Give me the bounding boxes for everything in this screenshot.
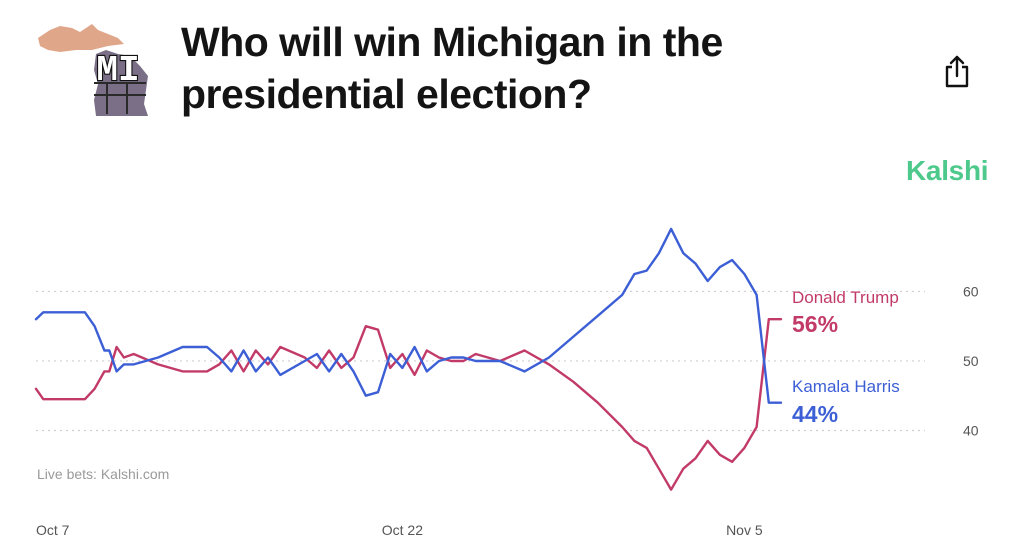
y-tick-label: 40 xyxy=(963,422,979,438)
share-button[interactable] xyxy=(941,54,973,90)
harris-line xyxy=(34,227,783,404)
x-tick-label: Oct 22 xyxy=(382,522,423,538)
y-tick-label: 60 xyxy=(963,283,979,299)
state-abbrev-text: MI xyxy=(96,50,139,91)
source-note: Live bets: Kalshi.com xyxy=(37,466,170,482)
x-tick-label: Nov 5 xyxy=(726,522,763,538)
y-tick-label: 50 xyxy=(963,353,979,369)
share-icon xyxy=(945,55,969,88)
brand-logo: Kalshi xyxy=(906,155,989,186)
upper-peninsula-shape xyxy=(38,24,124,52)
legend-trump-name: Donald Trump xyxy=(792,288,899,307)
page-title: Who will win Michigan in the presidentia… xyxy=(181,19,723,117)
x-tick-label: Oct 7 xyxy=(36,522,70,538)
legend-trump-percent: 56% xyxy=(792,311,839,337)
legend-harris-name: Kamala Harris xyxy=(792,377,900,396)
michigan-state-logo: MI xyxy=(36,20,150,120)
trump-line xyxy=(34,318,783,491)
legend-harris-percent: 44% xyxy=(792,401,839,427)
